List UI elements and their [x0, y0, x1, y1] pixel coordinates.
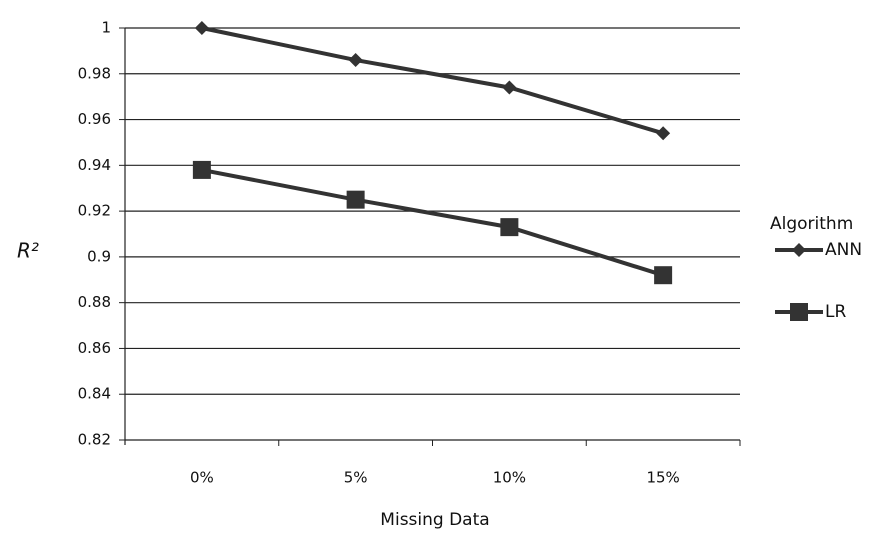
y-axis-title: R²: [17, 239, 39, 263]
x-tick-label: 15%: [646, 469, 679, 487]
y-tick-label: 1: [101, 19, 111, 37]
marker-diamond: [656, 126, 671, 141]
legend-label: LR: [825, 302, 846, 322]
y-tick-label: 0.98: [78, 64, 111, 82]
series-line: [201, 26, 664, 136]
series-line: [201, 167, 664, 278]
marker-diamond: [792, 243, 806, 257]
marker-diamond: [502, 80, 517, 95]
y-tick-label: 0.82: [78, 431, 111, 449]
marker-square: [192, 160, 211, 179]
y-tick-label: 0.96: [78, 110, 111, 128]
x-tick-label: 5%: [344, 469, 368, 487]
x-axis-title: Missing Data: [380, 510, 489, 530]
x-tick-label: 0%: [190, 469, 214, 487]
y-tick-label: 0.86: [78, 339, 111, 357]
y-tick-label: 0.9: [87, 247, 111, 265]
marker-square: [790, 303, 808, 321]
y-tick-label: 0.88: [78, 293, 111, 311]
marker-square: [346, 190, 365, 209]
x-tick-label: 10%: [493, 469, 526, 487]
marker-diamond: [194, 21, 209, 35]
legend-label: ANN: [825, 240, 862, 260]
y-tick-label: 0.84: [78, 385, 111, 403]
marker-diamond: [348, 53, 363, 68]
y-tick-label: 0.92: [78, 202, 111, 220]
marker-square: [500, 218, 519, 237]
marker-square: [654, 266, 673, 285]
legend-title: Algorithm: [770, 214, 853, 234]
y-tick-label: 0.94: [78, 156, 111, 174]
